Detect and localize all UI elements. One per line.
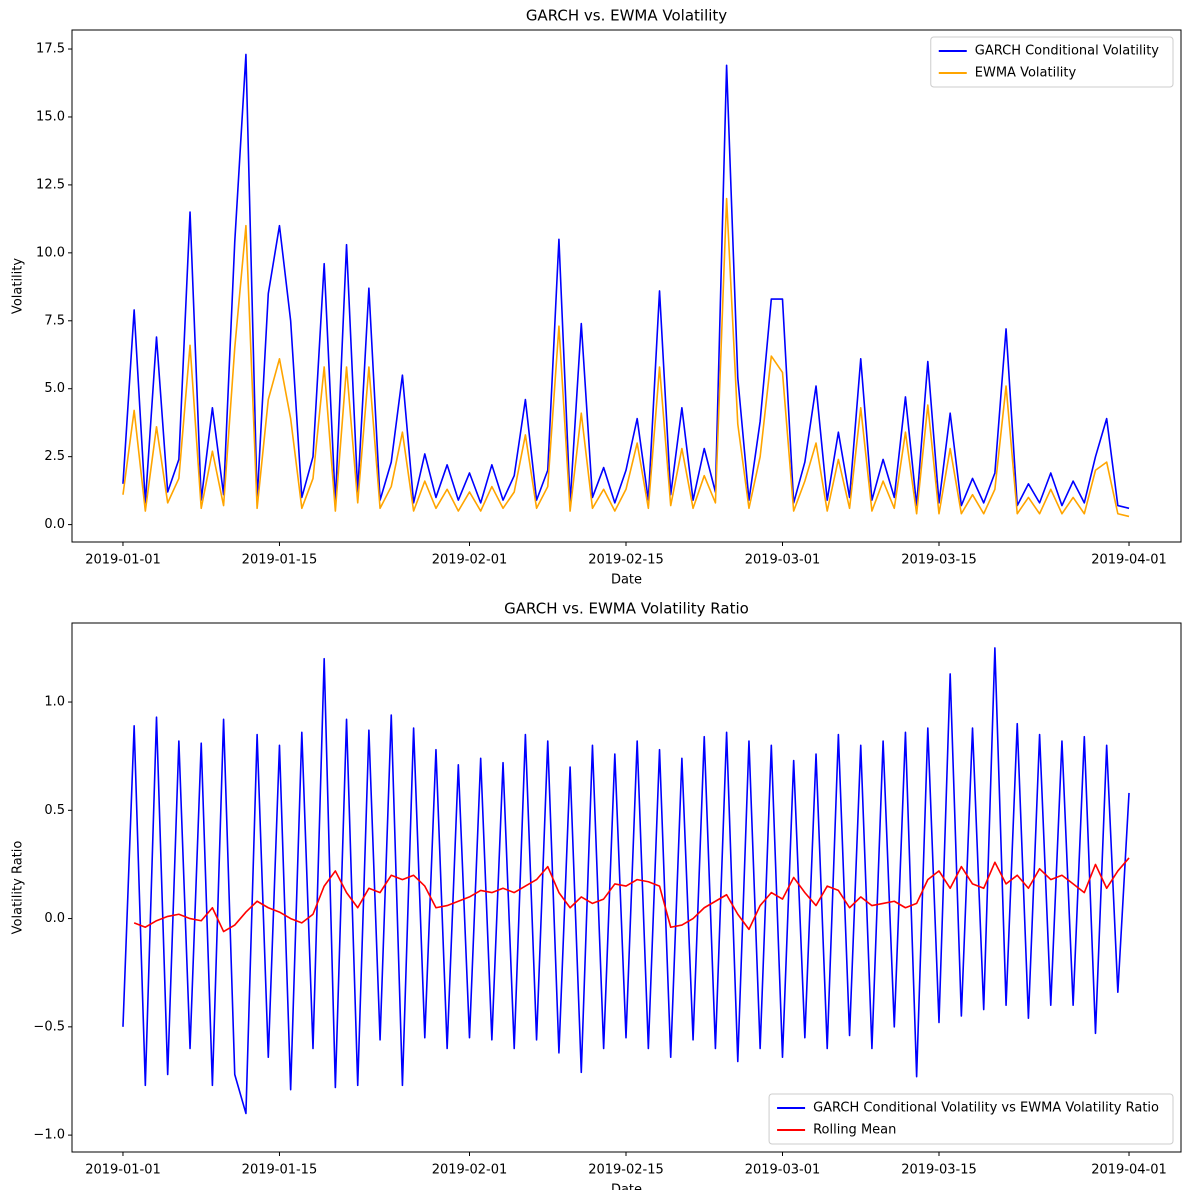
series-line: [122, 197, 1130, 518]
x-tick-label: 2019-02-15: [588, 1163, 664, 1178]
y-tick-label: −1.0: [33, 1128, 65, 1143]
legend-label: GARCH Conditional Volatility vs EWMA Vol…: [813, 1101, 1159, 1116]
series-line: [122, 647, 1130, 1115]
y-tick-label: 2.5: [44, 449, 65, 464]
y-tick-label: 5.0: [44, 381, 65, 396]
x-tick-label: 2019-01-01: [85, 1163, 161, 1178]
y-tick-label: 10.0: [36, 245, 65, 260]
x-tick-label: 2019-02-15: [588, 553, 664, 568]
y-tick-label: 17.5: [36, 42, 65, 57]
series-line: [133, 857, 1130, 933]
x-tick-label: 2019-02-01: [432, 553, 508, 568]
y-tick-label: 15.0: [36, 109, 65, 124]
x-tick-label: 2019-04-01: [1091, 553, 1167, 568]
legend-box: [768, 1093, 1174, 1145]
y-tick-label: 0.0: [44, 911, 65, 926]
x-tick-label: 2019-03-15: [901, 553, 977, 568]
x-tick-label: 2019-04-01: [1091, 1163, 1167, 1178]
y-tick-label: 1.0: [44, 695, 65, 710]
series-line: [122, 53, 1130, 510]
legend: GARCH Conditional Volatility EWMA Volatil…: [930, 36, 1174, 88]
y-tick-label: 0.5: [44, 803, 65, 818]
legend-label: Rolling Mean: [813, 1123, 896, 1138]
x-tick-label: 2019-02-01: [432, 1163, 508, 1178]
axes-frame: [71, 622, 1182, 1153]
y-tick-label: −0.5: [33, 1019, 65, 1034]
y-tick-label: 12.5: [36, 177, 65, 192]
y-axis-label: Volatility: [11, 258, 26, 314]
legend-label: EWMA Volatility: [975, 66, 1077, 81]
y-axis-label: Volatility Ratio: [11, 841, 26, 935]
y-tick-label: 7.5: [44, 313, 65, 328]
x-tick-label: 2019-01-15: [242, 1163, 318, 1178]
chart-title: GARCH vs. EWMA Volatility: [526, 7, 727, 25]
x-axis-label: Date: [611, 573, 642, 588]
axes-frame: [71, 29, 1182, 543]
chart-title: GARCH vs. EWMA Volatility Ratio: [504, 600, 749, 618]
x-tick-label: 2019-03-15: [901, 1163, 977, 1178]
x-tick-label: 2019-01-01: [85, 553, 161, 568]
legend-label: GARCH Conditional Volatility: [975, 44, 1160, 59]
x-axis-label: Date: [611, 1183, 642, 1190]
x-tick-label: 2019-03-01: [745, 1163, 821, 1178]
legend: GARCH Conditional Volatility vs EWMA Vol…: [768, 1093, 1174, 1145]
x-tick-label: 2019-03-01: [745, 553, 821, 568]
x-tick-label: 2019-01-15: [242, 553, 318, 568]
legend-box: [930, 36, 1174, 88]
y-tick-label: 0.0: [44, 517, 65, 532]
